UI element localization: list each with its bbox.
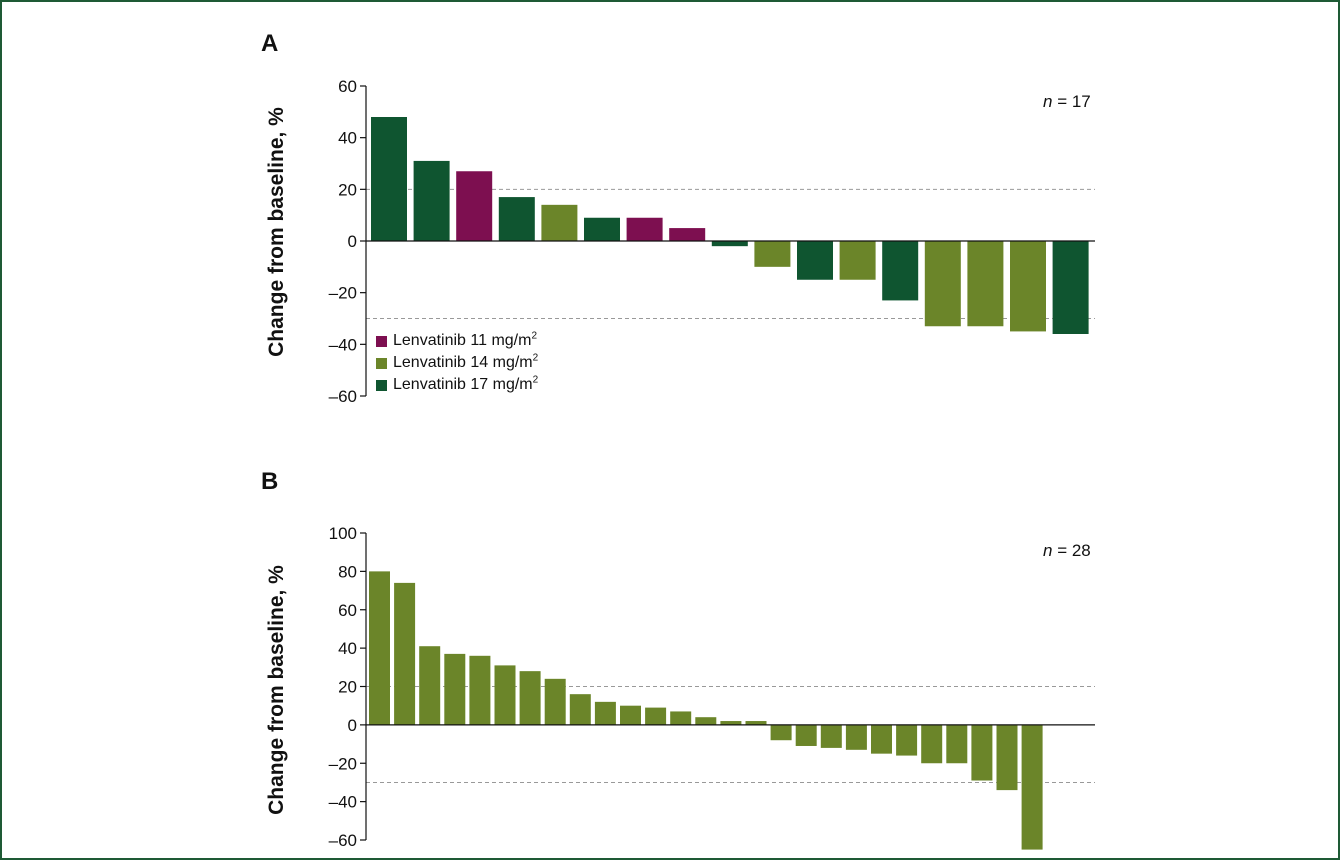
panel-b-y-tick-label: 60 [338,601,357,620]
panel-b-bar [444,653,466,725]
panel-a-bar [626,217,663,241]
panel-b-bar [519,671,541,725]
panel-a-bar [1052,241,1089,334]
panel-a-y-tick-label: 20 [338,180,357,199]
panel-b-bar [996,724,1018,791]
panel-b-bar [620,705,641,725]
panel-b-bar [494,665,516,725]
legend-label-17mg: Lenvatinib 17 mg/m2 [393,374,539,393]
panel-a-bar [797,241,833,280]
panel-b-bar [845,724,867,750]
panel-b-bar [569,694,591,725]
panel-a-bar [413,160,450,241]
panel-b-bar [795,724,817,746]
panel-b-y-tick-label: 40 [338,639,357,658]
panel-b-bar [469,655,491,725]
panel-a-y-tick-label: –20 [329,284,357,303]
panel-b-bar [871,724,892,754]
panel-b-letter: B [261,468,279,495]
legend-swatch-11mg [376,335,387,347]
panel-a-y-tick-label: –40 [329,335,357,354]
panel-b-y-tick-label: 0 [348,716,357,735]
panel-a-bar [754,241,791,267]
panel-a-y-tick-label: 40 [338,129,357,148]
panel-b-bar [720,721,742,725]
panel-b-n-label: n = 28 [1043,541,1091,560]
legend-label-11mg: Lenvatinib 11 mg/m2 [393,330,538,349]
panel-b-bar [946,724,968,764]
panel-b-y-tick-label: 80 [338,562,357,581]
panel-a-y-tick-label: 0 [348,232,357,251]
panel-a-bar [584,217,620,241]
panel-a-bar [456,171,493,241]
panel-a-bar [1010,241,1046,332]
panel-b-bar [820,724,842,748]
panel-a-y-tick-label: –60 [329,387,357,406]
panel-b-bar [419,646,441,725]
panel-a-n-label: n = 17 [1043,92,1091,111]
panel-a-letter: A [261,30,279,57]
legend-item-11mg: Lenvatinib 11 mg/m2 [376,330,538,352]
panel-b-bar [544,678,566,725]
panel-a-legend: Lenvatinib 11 mg/m2 Lenvatinib 14 mg/m2 … [376,330,538,396]
legend-item-14mg: Lenvatinib 14 mg/m2 [376,352,538,374]
panel-b-y-tick-label: 100 [329,524,357,543]
panel-b-y-tick-label: –20 [329,754,357,773]
panel-b-bar [695,717,717,725]
panel-a-bar [669,228,706,241]
legend-swatch-14mg [376,357,387,369]
panel-b-y-tick-label: –60 [329,831,357,850]
panel-b-y-tick-label: –40 [329,793,357,812]
panel-a-bar [924,241,961,327]
legend-label-14mg: Lenvatinib 14 mg/m2 [393,352,539,371]
panel-b-bar [394,582,416,725]
panel-a-y-tick-label: 60 [338,77,357,96]
panel-b-bar [971,724,993,781]
panel-b-bar [369,571,390,725]
panel-b-bar [745,721,767,725]
panel-a-bar [541,204,578,241]
panel-a-bar [839,241,876,280]
panel-b-bar [594,701,616,725]
panel-a-bar [371,117,407,241]
panel-b-bar [645,707,667,725]
panel-a-bar [711,241,748,247]
panel-b-bar [770,724,792,741]
panel-b-bar [1021,724,1043,850]
panel-b-bar [921,724,943,764]
panel-b-bar [670,711,692,725]
legend-swatch-17mg [376,379,387,391]
panel-a-bar [882,241,919,301]
panel-a-bar [967,241,1004,327]
panel-b-bar [896,724,918,756]
panel-a-bar [498,197,535,241]
panel-b-y-tick-label: 20 [338,678,357,697]
legend-item-17mg: Lenvatinib 17 mg/m2 [376,374,538,396]
